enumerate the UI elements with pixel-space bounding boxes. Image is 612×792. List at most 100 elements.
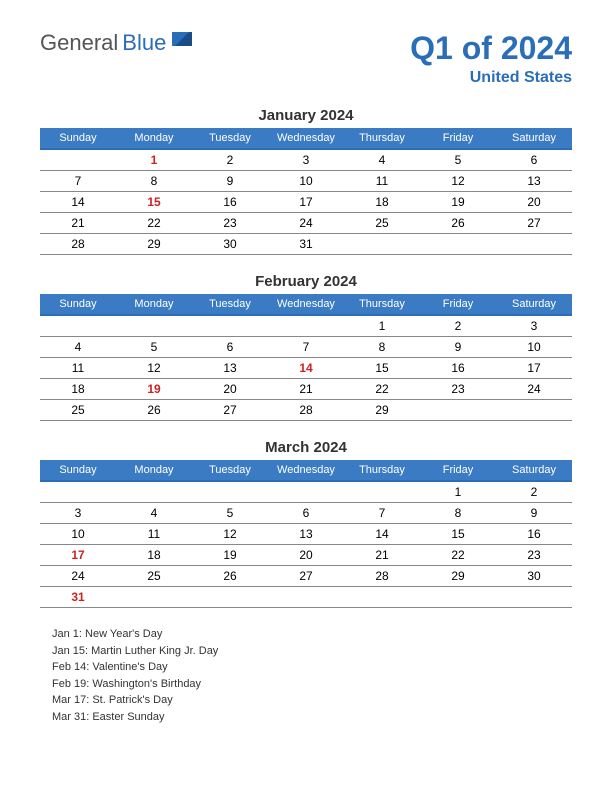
calendar-cell: 10 (496, 337, 572, 358)
day-header: Tuesday (192, 294, 268, 315)
calendar-row: 14151617181920 (40, 192, 572, 213)
calendar-cell (496, 234, 572, 255)
calendar-cell: 14 (40, 192, 116, 213)
logo-text-blue: Blue (122, 30, 166, 56)
day-header: Saturday (496, 460, 572, 481)
calendar-cell: 28 (344, 566, 420, 587)
calendar-cell: 14 (268, 358, 344, 379)
calendar-cell: 9 (496, 503, 572, 524)
calendar-cell: 18 (40, 379, 116, 400)
calendar-cell: 8 (344, 337, 420, 358)
calendar-cell: 14 (344, 524, 420, 545)
holiday-item: Mar 31: Easter Sunday (52, 709, 572, 726)
calendar-cell: 24 (496, 379, 572, 400)
calendar-cell: 26 (420, 213, 496, 234)
calendar-cell: 29 (420, 566, 496, 587)
calendar-cell: 26 (116, 400, 192, 421)
calendar-cell: 25 (40, 400, 116, 421)
calendar-cell: 24 (268, 213, 344, 234)
calendar-cell: 18 (344, 192, 420, 213)
calendar-cell (40, 149, 116, 171)
calendar-cell: 12 (420, 171, 496, 192)
day-header: Tuesday (192, 460, 268, 481)
day-header: Sunday (40, 294, 116, 315)
calendar-cell: 21 (40, 213, 116, 234)
logo-text-general: General (40, 30, 118, 56)
calendar-cell: 27 (192, 400, 268, 421)
country-name: United States (410, 69, 572, 87)
calendar-cell: 3 (40, 503, 116, 524)
calendar-cell: 2 (420, 315, 496, 337)
calendar-cell: 25 (344, 213, 420, 234)
day-header: Friday (420, 460, 496, 481)
calendar-table: SundayMondayTuesdayWednesdayThursdayFrid… (40, 294, 572, 421)
calendar-cell: 11 (116, 524, 192, 545)
logo: GeneralBlue (40, 30, 192, 56)
calendar-cell: 11 (344, 171, 420, 192)
calendar-cell: 8 (116, 171, 192, 192)
calendar-row: 123 (40, 315, 572, 337)
calendar-cell (40, 481, 116, 503)
calendar-cell: 17 (268, 192, 344, 213)
calendar-cell (420, 400, 496, 421)
calendar-cell: 4 (344, 149, 420, 171)
calendar-cell (116, 481, 192, 503)
calendar-cell (344, 481, 420, 503)
month-block: March 2024SundayMondayTuesdayWednesdayTh… (40, 439, 572, 608)
calendar-cell (496, 400, 572, 421)
day-header: Wednesday (268, 460, 344, 481)
calendar-cell: 13 (496, 171, 572, 192)
day-header: Saturday (496, 128, 572, 149)
calendar-cell: 3 (268, 149, 344, 171)
calendar-cell: 7 (344, 503, 420, 524)
calendar-cell: 25 (116, 566, 192, 587)
calendar-row: 45678910 (40, 337, 572, 358)
calendar-cell: 15 (420, 524, 496, 545)
calendar-cell: 4 (40, 337, 116, 358)
calendar-cell: 28 (268, 400, 344, 421)
calendar-table: SundayMondayTuesdayWednesdayThursdayFrid… (40, 460, 572, 608)
calendar-row: 24252627282930 (40, 566, 572, 587)
calendar-row: 11121314151617 (40, 358, 572, 379)
calendar-row: 2526272829 (40, 400, 572, 421)
calendar-cell: 18 (116, 545, 192, 566)
calendar-cell: 7 (40, 171, 116, 192)
day-header: Saturday (496, 294, 572, 315)
calendar-cell: 24 (40, 566, 116, 587)
calendar-cell: 7 (268, 337, 344, 358)
calendar-cell (192, 587, 268, 608)
calendar-cell (420, 234, 496, 255)
calendar-cell: 21 (344, 545, 420, 566)
calendar-cell: 19 (192, 545, 268, 566)
calendar-cell (268, 481, 344, 503)
calendar-cell: 15 (116, 192, 192, 213)
calendar-cell: 1 (420, 481, 496, 503)
calendar-cell (192, 481, 268, 503)
calendar-cell: 3 (496, 315, 572, 337)
calendar-cell: 6 (192, 337, 268, 358)
calendar-cell: 30 (192, 234, 268, 255)
header: GeneralBlue Q1 of 2024 United States (40, 30, 572, 87)
calendar-cell: 23 (420, 379, 496, 400)
calendar-cell: 19 (116, 379, 192, 400)
quarter-title: Q1 of 2024 (410, 30, 572, 67)
day-header: Monday (116, 128, 192, 149)
calendar-cell: 13 (192, 358, 268, 379)
calendar-cell: 16 (420, 358, 496, 379)
calendar-row: 78910111213 (40, 171, 572, 192)
calendar-cell: 31 (40, 587, 116, 608)
calendar-cell: 30 (496, 566, 572, 587)
calendar-cell (496, 587, 572, 608)
calendar-cell: 20 (268, 545, 344, 566)
calendar-row: 10111213141516 (40, 524, 572, 545)
calendar-cell: 23 (496, 545, 572, 566)
month-block: February 2024SundayMondayTuesdayWednesda… (40, 273, 572, 421)
calendar-cell: 22 (344, 379, 420, 400)
calendar-cell (116, 315, 192, 337)
calendar-cell: 5 (420, 149, 496, 171)
day-header: Wednesday (268, 128, 344, 149)
calendar-cell: 16 (496, 524, 572, 545)
calendar-cell (268, 315, 344, 337)
calendar-cell: 11 (40, 358, 116, 379)
day-header: Thursday (344, 460, 420, 481)
